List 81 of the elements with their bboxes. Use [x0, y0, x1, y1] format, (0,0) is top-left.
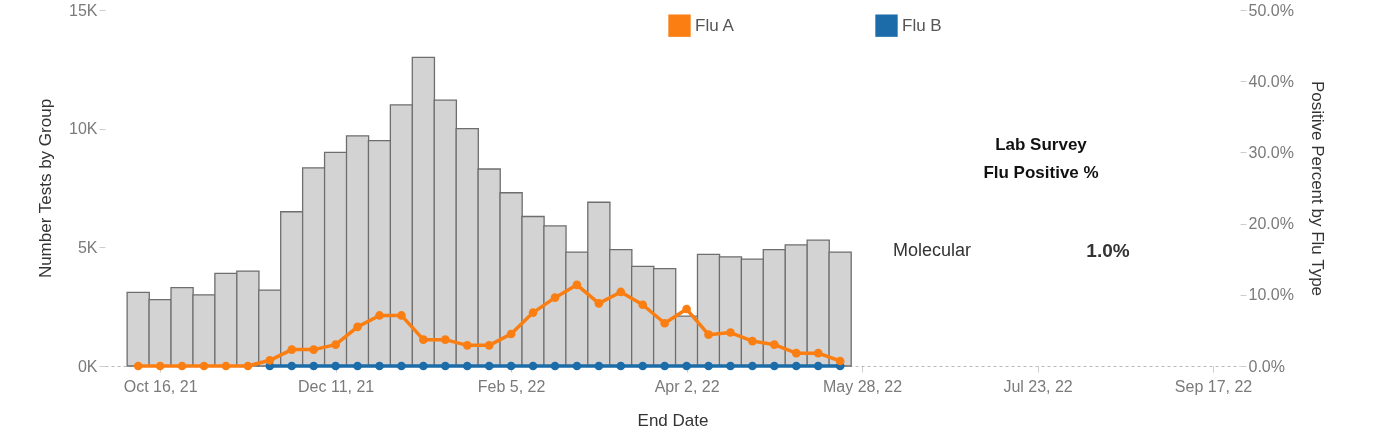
y-tick-label: 0K — [77, 357, 98, 375]
point — [835, 356, 845, 366]
point — [770, 340, 779, 349]
point — [419, 361, 428, 371]
point — [638, 300, 648, 310]
point — [484, 361, 494, 371]
point — [353, 361, 362, 371]
annotation: Flu Positive % — [983, 163, 1099, 182]
point — [616, 287, 626, 297]
point — [594, 299, 604, 308]
y2-tick-label: 10.0% — [1248, 286, 1294, 304]
y2-tick-label: 0.0% — [1248, 357, 1285, 375]
y-tick-label: 10K — [69, 120, 98, 138]
legend-label: Flu A — [695, 15, 735, 35]
x-tick-label: Jul 23, 22 — [1003, 377, 1073, 395]
point — [375, 311, 384, 320]
point — [813, 348, 823, 358]
y2-axis-title: Positive Percent by Flu Type — [1307, 80, 1327, 297]
annotation: Molecular — [893, 240, 972, 260]
point — [660, 361, 669, 371]
point — [309, 345, 319, 354]
point — [506, 329, 516, 339]
y-axis-title: Number Tests by Group — [36, 98, 56, 279]
point — [638, 361, 648, 371]
x-axis-title: End Date — [637, 410, 709, 430]
point — [484, 341, 494, 350]
point — [770, 361, 779, 371]
legend-label: Flu B — [902, 15, 942, 35]
point — [440, 335, 450, 344]
point — [309, 361, 319, 371]
point — [221, 361, 231, 371]
point — [528, 308, 538, 317]
point — [331, 340, 340, 349]
point — [660, 318, 669, 328]
point — [419, 335, 428, 344]
y2-tick-label: 40.0% — [1248, 72, 1294, 90]
y2-tick-label: 20.0% — [1248, 215, 1294, 233]
point — [704, 330, 713, 339]
point — [791, 361, 801, 371]
point — [353, 322, 362, 332]
point — [748, 361, 757, 371]
x-tick-label: Feb 5, 22 — [477, 377, 546, 395]
point — [572, 361, 582, 371]
point — [506, 361, 516, 371]
point — [287, 345, 297, 354]
point — [177, 361, 187, 371]
point — [462, 361, 472, 371]
point — [594, 361, 604, 371]
point — [682, 304, 691, 314]
point — [397, 311, 406, 320]
annotation: Lab Survey — [995, 135, 1088, 154]
point — [704, 361, 713, 371]
x-tick-label: Dec 11, 21 — [298, 377, 375, 395]
point — [375, 361, 384, 371]
point — [726, 361, 735, 371]
y2-tick-label: 50.0% — [1248, 1, 1294, 19]
x-tick-label: Apr 2, 22 — [654, 377, 720, 395]
point — [682, 361, 691, 371]
y2-tick-label: 30.0% — [1248, 143, 1294, 161]
y-tick-label: 5K — [77, 238, 98, 256]
point — [440, 361, 450, 371]
point — [462, 341, 472, 350]
point — [397, 361, 406, 371]
point — [813, 361, 823, 371]
point — [616, 361, 626, 371]
point — [287, 361, 297, 371]
y-tick-label: 15K — [69, 1, 98, 19]
point — [133, 361, 143, 371]
annotation: 1.0% — [1086, 240, 1130, 261]
point — [155, 361, 165, 371]
point — [572, 280, 582, 290]
point — [331, 361, 340, 371]
point — [791, 348, 801, 358]
point — [726, 328, 735, 337]
x-tick-label: May 28, 22 — [823, 377, 903, 395]
point — [748, 336, 757, 346]
x-tick-label: Sep 17, 22 — [1174, 377, 1253, 395]
point — [265, 355, 275, 365]
point — [550, 293, 560, 302]
point — [243, 361, 253, 371]
x-tick-label: Oct 16, 21 — [123, 377, 198, 395]
